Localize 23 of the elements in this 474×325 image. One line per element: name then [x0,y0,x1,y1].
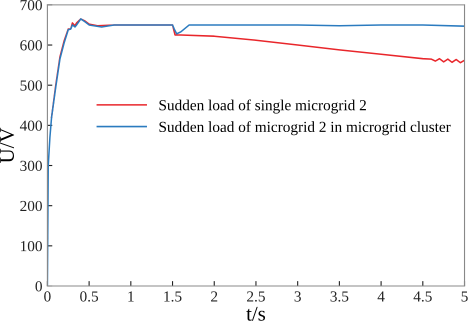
legend-label: Sudden load of single microgrid 2 [159,99,366,114]
y-tick-label: 100 [20,240,42,252]
x-tick-label: 3.5 [330,291,348,302]
x-tick-label: 3 [294,291,301,302]
y-tick-label: 200 [20,200,42,212]
x-tick-label: 4.5 [414,291,432,302]
y-tick-label: 500 [20,80,42,91]
x-axis-title: t/s [246,306,266,321]
y-tick-label: 0 [35,281,42,292]
legend-label: Sudden load of microgrid 2 in microgrid cluster [159,121,451,136]
x-tick-label: 2.5 [247,291,265,302]
y-axis-title: U/V [0,128,14,163]
x-tick-label: 5 [462,291,468,302]
x-tick-label: 4 [378,291,385,302]
x-tick-label: 0 [44,291,51,302]
y-tick-label: 300 [20,160,42,171]
x-tick-label: 0.5 [80,291,98,302]
x-tick-label: 2 [211,291,218,302]
y-tick-label: 600 [20,40,42,50]
x-tick-label: 1.5 [164,291,182,302]
x-tick-label: 1 [128,291,134,302]
y-tick-label: 400 [20,120,42,131]
y-tick-label: 700 [20,0,42,10]
